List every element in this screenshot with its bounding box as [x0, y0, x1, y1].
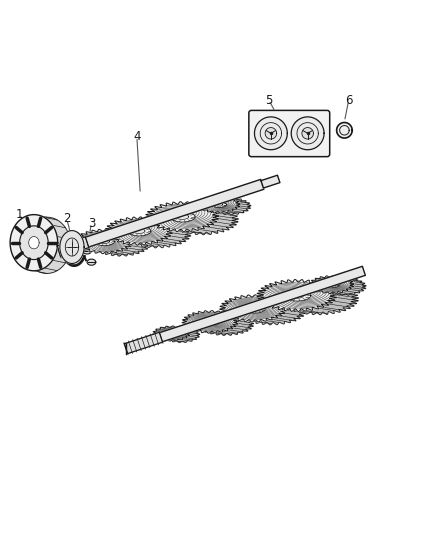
- Polygon shape: [205, 320, 215, 324]
- FancyBboxPatch shape: [249, 110, 330, 157]
- Polygon shape: [333, 278, 347, 283]
- Polygon shape: [60, 231, 84, 263]
- Polygon shape: [265, 127, 277, 139]
- Polygon shape: [182, 311, 239, 333]
- Polygon shape: [28, 237, 39, 249]
- Text: 4: 4: [133, 130, 141, 143]
- Text: 3: 3: [88, 217, 95, 230]
- Polygon shape: [224, 311, 240, 317]
- Polygon shape: [57, 180, 264, 256]
- Polygon shape: [197, 313, 254, 335]
- Polygon shape: [337, 123, 352, 138]
- Polygon shape: [309, 276, 354, 294]
- Polygon shape: [123, 220, 191, 248]
- Polygon shape: [87, 259, 96, 265]
- Polygon shape: [238, 297, 306, 325]
- Polygon shape: [321, 278, 366, 295]
- Polygon shape: [145, 201, 219, 232]
- Polygon shape: [257, 279, 337, 311]
- Polygon shape: [10, 215, 58, 271]
- Text: 1: 1: [15, 208, 23, 221]
- Polygon shape: [153, 326, 190, 341]
- Polygon shape: [105, 217, 173, 245]
- Polygon shape: [133, 229, 145, 233]
- Polygon shape: [328, 283, 336, 286]
- Polygon shape: [261, 175, 280, 188]
- Polygon shape: [75, 229, 134, 254]
- Polygon shape: [304, 284, 324, 292]
- Polygon shape: [302, 127, 314, 139]
- Polygon shape: [190, 321, 207, 328]
- Polygon shape: [279, 282, 358, 314]
- Polygon shape: [198, 196, 240, 213]
- Polygon shape: [176, 214, 189, 220]
- Polygon shape: [20, 226, 48, 260]
- Polygon shape: [162, 327, 200, 343]
- Polygon shape: [247, 306, 259, 311]
- Text: 5: 5: [265, 93, 272, 107]
- Polygon shape: [124, 332, 162, 353]
- Polygon shape: [290, 293, 304, 298]
- Polygon shape: [165, 205, 238, 235]
- Polygon shape: [168, 332, 175, 335]
- Polygon shape: [124, 266, 365, 353]
- Polygon shape: [23, 217, 71, 273]
- Polygon shape: [220, 295, 287, 322]
- Text: 2: 2: [63, 213, 71, 225]
- Polygon shape: [291, 117, 324, 150]
- Text: 6: 6: [345, 93, 353, 107]
- Polygon shape: [57, 237, 89, 257]
- Polygon shape: [254, 117, 287, 150]
- Polygon shape: [208, 198, 251, 215]
- Polygon shape: [92, 232, 150, 256]
- Polygon shape: [99, 239, 110, 244]
- Polygon shape: [215, 203, 223, 206]
- Polygon shape: [83, 248, 92, 254]
